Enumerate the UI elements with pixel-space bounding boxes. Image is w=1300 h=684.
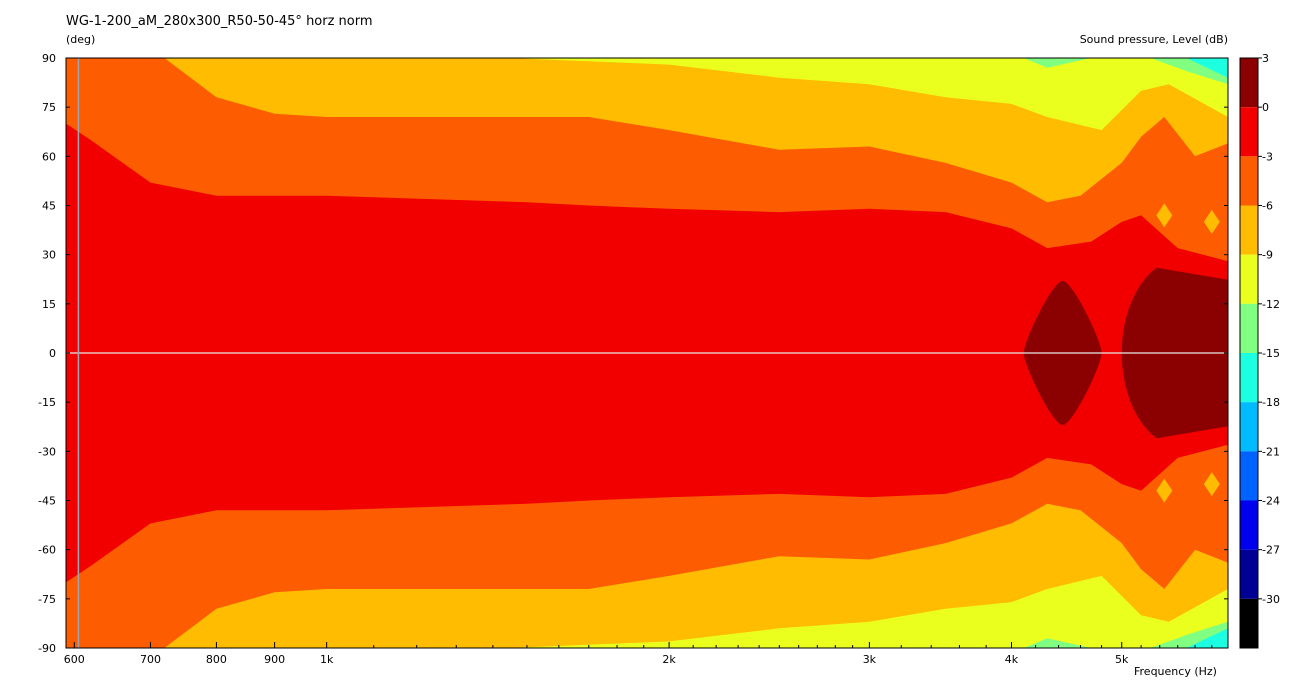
contour-island-1-upper: [1203, 209, 1220, 234]
x-axis: 600 700 800 900 1k 2k 3k 4k 5k: [64, 642, 1213, 666]
colorbar-tick-label: 3: [1262, 52, 1269, 65]
colorbar-title: Sound pressure, Level (dB): [1079, 33, 1228, 46]
y-tick-label: 15: [42, 298, 56, 311]
x-tick-label: 5k: [1115, 653, 1129, 666]
colorbar-band: [1240, 107, 1258, 157]
colorbar-band: [1240, 353, 1258, 403]
plot-area: [66, 58, 1228, 648]
x-tick-label: 800: [206, 653, 227, 666]
colorbar-tick-label: -3: [1262, 150, 1273, 163]
colorbar-tick-label: -18: [1262, 396, 1280, 409]
y-tick-label: -15: [38, 396, 56, 409]
colorbar-band: [1240, 549, 1258, 599]
colorbar-tick-label: -12: [1262, 298, 1280, 311]
y-tick-label: 90: [42, 52, 56, 65]
contour-band-upper-3: [1023, 58, 1228, 85]
contour-island-0-lower: [1156, 478, 1173, 503]
contour-band-lower-2: [510, 575, 1228, 648]
colorbar-band: [1240, 205, 1258, 255]
colorbar-band: [1240, 451, 1258, 501]
contour-island-0-upper: [1156, 203, 1173, 228]
colorbar-band: [1240, 58, 1258, 108]
colorbar-tick-label: -9: [1262, 249, 1273, 262]
x-tick-label: 900: [264, 653, 285, 666]
x-tick-label: 4k: [1005, 653, 1019, 666]
y-tick-label: 0: [49, 347, 56, 360]
contour-band-upper-4: [1186, 58, 1228, 78]
contour-band-upper-2: [510, 58, 1228, 131]
contour-band-lower-4: [1186, 628, 1228, 648]
y-tick-label: -30: [38, 445, 56, 458]
y-tick-label: 45: [42, 200, 56, 213]
colorbar-tick-label: -21: [1262, 445, 1280, 458]
colorbar-tick-label: -15: [1262, 347, 1280, 360]
colorbar-band: [1240, 303, 1258, 353]
contour-island-1-lower: [1203, 472, 1220, 497]
y-tick-label: -45: [38, 495, 56, 508]
colorbar-tick-label: -27: [1262, 544, 1280, 557]
y-tick-label: -90: [38, 642, 56, 655]
colorbar-band: [1240, 402, 1258, 452]
colorbar-band: [1240, 500, 1258, 550]
y-tick-label: 75: [42, 101, 56, 114]
x-axis-label: Frequency (Hz): [1134, 665, 1217, 678]
x-tick-label: 2k: [662, 653, 676, 666]
colorbar-band: [1240, 156, 1258, 206]
colorbar-tick-label: -6: [1262, 200, 1273, 213]
colorbar-tick-label: 0: [1262, 101, 1269, 114]
y-tick-label: 30: [42, 249, 56, 262]
chart-title: WG-1-200_aM_280x300_R50-50-45° horz norm: [66, 14, 373, 29]
x-tick-label: 3k: [863, 653, 877, 666]
y-tick-label: -75: [38, 593, 56, 606]
colorbar-tick-label: -24: [1262, 495, 1280, 508]
x-tick-label: 700: [140, 653, 161, 666]
colorbar-band: [1240, 254, 1258, 304]
colorbar: 3 0 -3 -6 -9 -12 -15 -18 -21 -24 -27 -30: [1239, 52, 1280, 649]
y-axis-unit-label: (deg): [66, 33, 96, 46]
x-tick-label: 600: [64, 653, 85, 666]
colorbar-tick-label: -30: [1262, 593, 1280, 606]
contour-band-lower-3: [1023, 621, 1228, 648]
x-tick-label: 1k: [320, 653, 334, 666]
y-axis: 90 75 60 45 30 15 0 -15 -30 -45 -60 -75 -90: [38, 52, 1228, 655]
colorbar-band: [1240, 598, 1258, 648]
y-tick-label: -60: [38, 544, 56, 557]
y-tick-label: 60: [42, 150, 56, 163]
